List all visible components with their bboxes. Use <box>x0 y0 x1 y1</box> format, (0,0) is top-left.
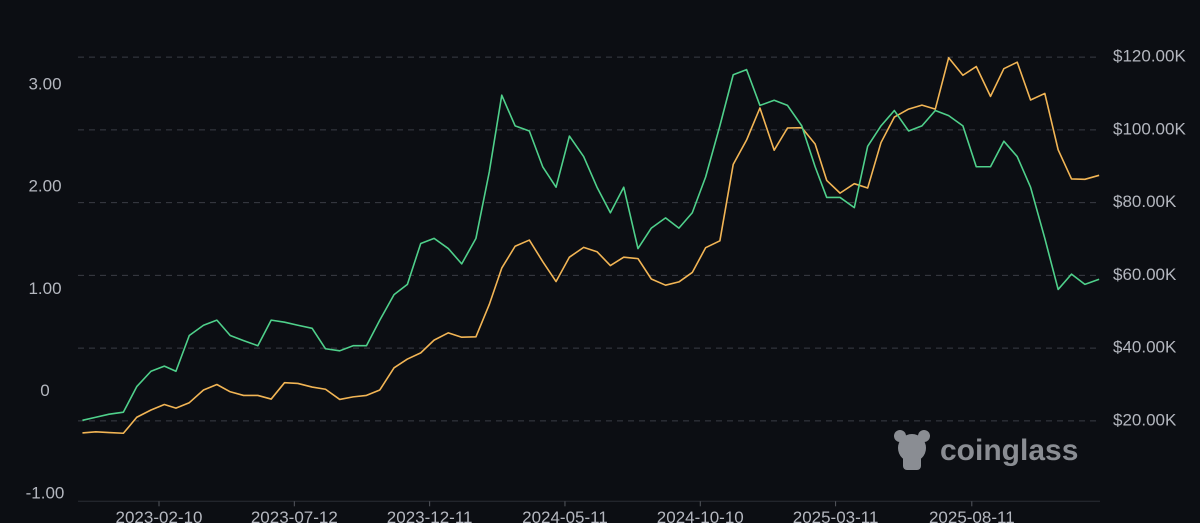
y-tick-label: -1.00 <box>26 483 65 502</box>
y-tick-label: 3.00 <box>28 74 61 93</box>
y2-tick-label: $100.00K <box>1113 119 1186 138</box>
x-tick-label: 2023-07-12 <box>251 508 338 523</box>
watermark-icon <box>894 430 930 470</box>
watermark: coinglass <box>940 434 1078 467</box>
y-tick-label: 0 <box>40 381 49 400</box>
series-line <box>82 56 1100 435</box>
x-tick-label: 2024-05-11 <box>522 508 608 523</box>
series-line <box>82 68 1100 422</box>
x-tick-label: 2023-12-11 <box>387 508 473 523</box>
x-tick-label: 2024-10-10 <box>657 508 744 523</box>
x-tick-label: 2025-08-11 <box>929 508 1015 523</box>
x-tick-label: 2025-03-11 <box>793 508 879 523</box>
y2-tick-label: $40.00K <box>1113 338 1177 357</box>
y2-tick-label: $20.00K <box>1113 410 1177 429</box>
y2-tick-label: $120.00K <box>1113 47 1186 66</box>
y-tick-label: 1.00 <box>28 279 61 298</box>
y2-tick-label: $80.00K <box>1113 192 1177 211</box>
x-tick-label: 2023-02-10 <box>116 508 203 523</box>
y2-tick-label: $60.00K <box>1113 265 1177 284</box>
plot: $20.00K $40.00K $60.00K $80.00K $100.00K $120… <box>26 47 1187 523</box>
y-tick-label: 2.00 <box>28 177 61 196</box>
